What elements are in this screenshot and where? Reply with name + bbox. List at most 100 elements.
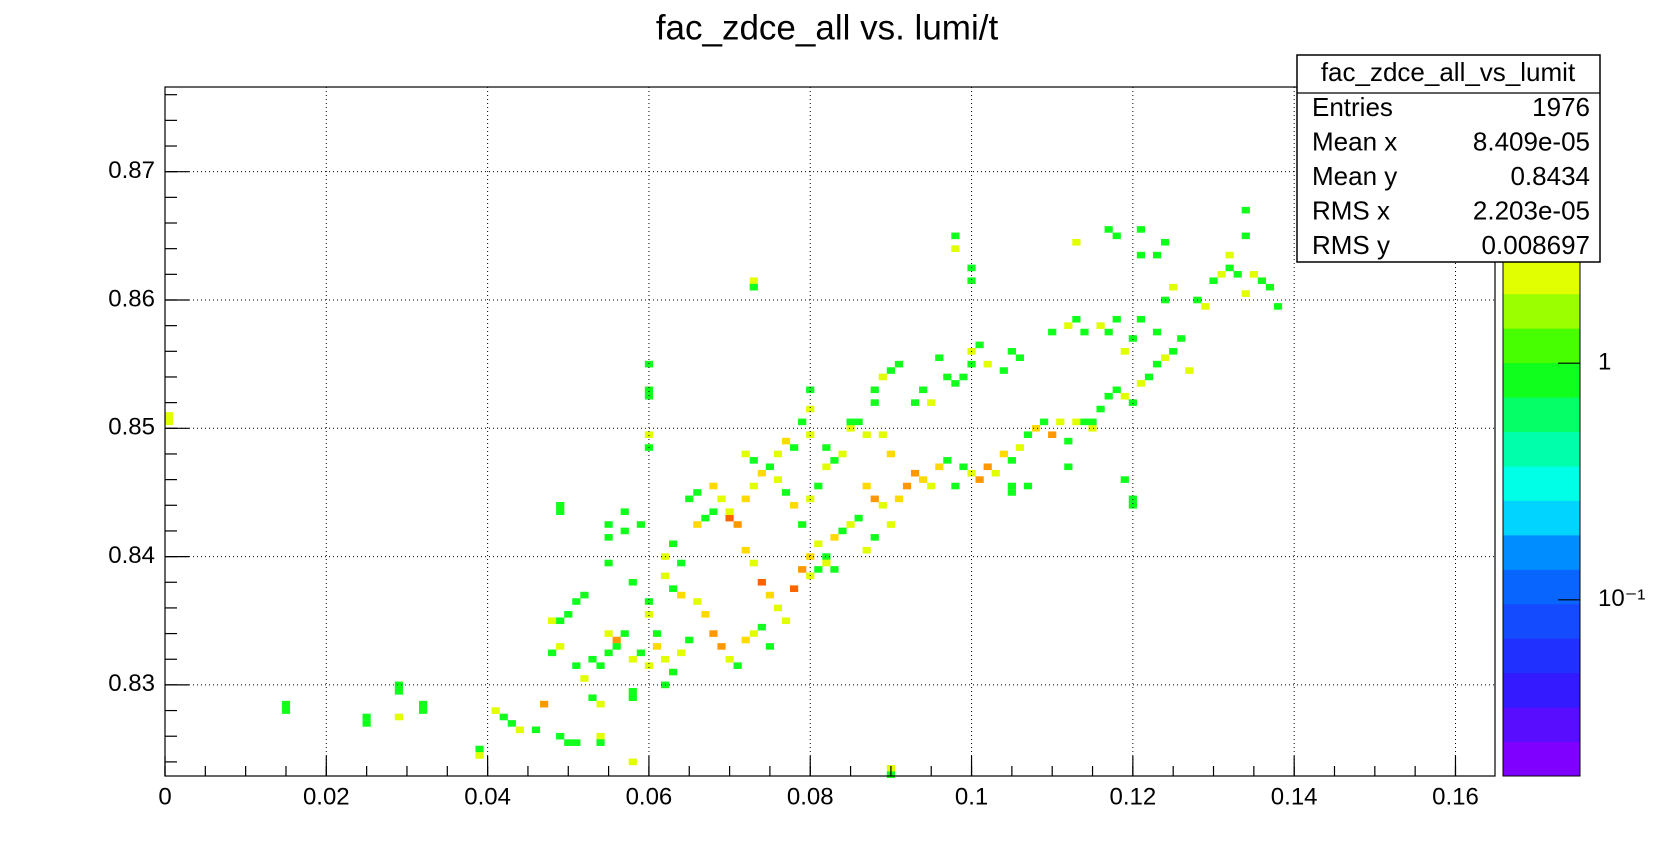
heatmap-cell xyxy=(790,444,799,451)
heatmap-cell xyxy=(1007,482,1016,490)
heatmap-cell xyxy=(741,546,750,554)
heatmap-cell xyxy=(1225,251,1234,259)
heatmap-cell xyxy=(951,482,960,490)
stats-label: Entries xyxy=(1312,92,1393,122)
y-tick-label: 0.86 xyxy=(108,285,155,312)
y-tick-label: 0.83 xyxy=(108,670,155,697)
heatmap-cell xyxy=(806,405,815,413)
heatmap-cell xyxy=(164,412,174,419)
heatmap-cell xyxy=(628,655,637,663)
heatmap-cell xyxy=(499,713,508,721)
color-scale-band xyxy=(1503,259,1580,295)
heatmap-cell xyxy=(846,418,855,426)
heatmap-cell xyxy=(870,386,879,394)
heatmap-cell xyxy=(1152,328,1162,336)
heatmap-cell xyxy=(1161,354,1170,362)
heatmap-cell xyxy=(983,360,992,368)
heatmap-cell xyxy=(1088,418,1097,426)
heatmap-cell xyxy=(660,655,670,663)
heatmap-cell xyxy=(475,745,484,753)
heatmap-cell xyxy=(935,463,944,471)
heatmap-cell xyxy=(1265,283,1275,291)
heatmap-cell xyxy=(693,489,702,496)
heatmap-cell xyxy=(725,508,734,515)
heatmap-cell xyxy=(967,277,976,285)
heatmap-cell xyxy=(1233,271,1242,278)
heatmap-cell xyxy=(1080,418,1089,426)
heatmap-cell xyxy=(1120,348,1129,355)
heatmap-cell xyxy=(677,559,686,567)
stats-value: 2.203e-05 xyxy=(1473,195,1590,225)
heatmap-cell xyxy=(757,469,766,477)
heatmap-cell xyxy=(1080,328,1089,336)
heatmap-cell xyxy=(1136,315,1146,323)
heatmap-cell xyxy=(1112,315,1121,323)
heatmap-cell xyxy=(1023,431,1033,439)
heatmap-cell xyxy=(1096,322,1105,329)
heatmap-cell xyxy=(1241,206,1250,214)
heatmap-cell xyxy=(975,476,984,483)
heatmap-cell xyxy=(1120,392,1129,400)
heatmap-cell xyxy=(281,707,291,714)
y-tick-label: 0.87 xyxy=(108,157,155,184)
heatmap-cell xyxy=(814,482,823,490)
heatmap-cell xyxy=(669,585,678,592)
heatmap-cell xyxy=(846,424,855,432)
heatmap-cell xyxy=(951,232,960,240)
heatmap-cell xyxy=(870,534,879,541)
heatmap-cell xyxy=(983,463,992,471)
heatmap-cell xyxy=(628,758,637,766)
heatmap-cell xyxy=(281,700,291,708)
heatmap-cell xyxy=(1169,348,1178,355)
heatmap-cell xyxy=(749,457,758,464)
heatmap-cell xyxy=(1177,335,1186,342)
heatmap-cell xyxy=(556,643,565,650)
heatmap-cell xyxy=(943,457,952,464)
heatmap-cell xyxy=(1201,303,1210,310)
heatmap-cell xyxy=(636,521,645,528)
heatmap-cell xyxy=(1273,303,1283,310)
heatmap-cell xyxy=(701,611,710,618)
heatmap-cell xyxy=(491,707,500,714)
heatmap-cell xyxy=(556,501,565,509)
stats-label: Mean y xyxy=(1312,161,1397,191)
heatmap-cell xyxy=(620,630,629,637)
heatmap-cell xyxy=(1104,392,1113,400)
heatmap-cell xyxy=(806,431,815,439)
heatmap-cell xyxy=(531,726,541,734)
heatmap-cell xyxy=(741,495,750,503)
x-tick-label: 0.06 xyxy=(626,783,673,810)
heatmap-cell xyxy=(709,508,718,515)
color-scale-band xyxy=(1503,638,1580,674)
heatmap-cell xyxy=(1128,495,1137,503)
heatmap-cell xyxy=(164,418,174,426)
color-scale-band xyxy=(1503,431,1580,467)
heatmap-cell xyxy=(838,527,847,535)
heatmap-cell xyxy=(919,476,928,483)
heatmap-cell xyxy=(935,354,944,362)
heatmap-cell xyxy=(1072,418,1081,426)
heatmap-cell xyxy=(1072,315,1081,323)
heatmap-cell xyxy=(919,386,928,394)
heatmap-cell xyxy=(685,495,694,503)
x-tick-label: 0 xyxy=(158,783,171,810)
heatmap-cell xyxy=(1040,418,1049,426)
x-tick-label: 0.12 xyxy=(1109,783,1156,810)
heatmap-cell xyxy=(693,598,702,605)
heatmap-cell xyxy=(644,431,654,439)
heatmap-cell xyxy=(362,713,371,721)
color-scale-band xyxy=(1503,707,1580,743)
heatmap-cell xyxy=(596,700,605,708)
heatmap-cell xyxy=(394,681,403,689)
heatmap-cell xyxy=(515,726,524,734)
stats-frame xyxy=(1296,54,1601,263)
heatmap-cell xyxy=(644,611,654,618)
color-scale-band xyxy=(1503,569,1580,605)
heatmap-cell xyxy=(418,700,428,708)
heatmap-cell xyxy=(1096,405,1105,413)
stats-value: 8.409e-05 xyxy=(1473,126,1590,156)
heatmap-cell xyxy=(1023,482,1033,490)
heatmap-cell xyxy=(1104,328,1113,336)
heatmap-cell xyxy=(556,617,565,625)
